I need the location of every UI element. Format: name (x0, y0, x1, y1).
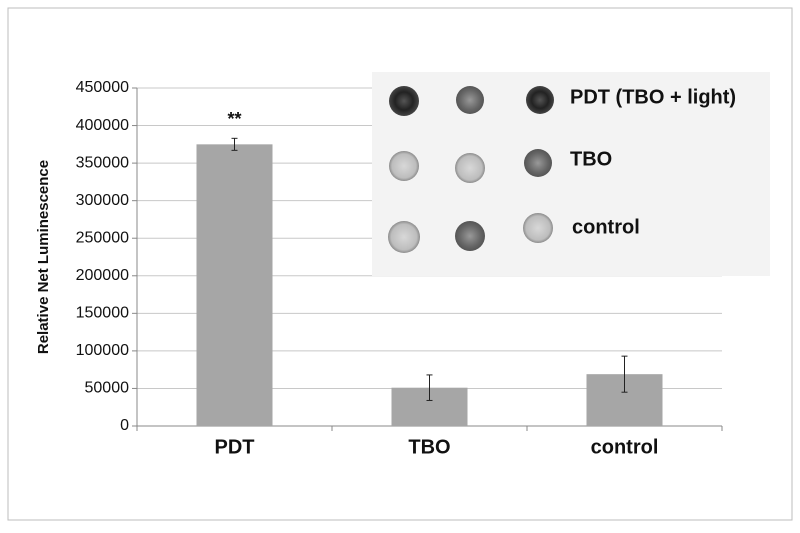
inset-background (372, 72, 770, 276)
error-bar (231, 137, 238, 151)
y-tick-label: 400000 (76, 117, 129, 134)
y-tick-label: 50000 (85, 380, 130, 397)
error-bar (426, 374, 433, 401)
annotation: ** (227, 109, 241, 129)
y-tick-label: 200000 (76, 267, 129, 284)
y-tick-label: 100000 (76, 342, 129, 359)
dot (388, 221, 420, 253)
inset-label: control (572, 216, 640, 238)
x-tick-label: PDT (215, 436, 255, 458)
y-axis-title: Relative Net Luminescence (35, 160, 52, 354)
y-tick-label: 0 (120, 417, 129, 434)
y-tick-label: 250000 (76, 229, 129, 246)
y-tick-label: 350000 (76, 154, 129, 171)
x-tick-label: control (591, 436, 659, 458)
dot (526, 86, 554, 114)
y-tick-label: 450000 (76, 79, 129, 96)
dot (523, 213, 553, 243)
bar (196, 144, 273, 427)
dot (455, 153, 485, 183)
inset-label: PDT (TBO + light) (570, 86, 736, 108)
dot (456, 86, 484, 114)
dot (455, 221, 485, 251)
y-tick-label: 150000 (76, 305, 129, 322)
inset-image: PDT (TBO + light) TBO control (372, 72, 770, 276)
dot (389, 86, 419, 116)
error-bar (621, 355, 628, 393)
inset-label: TBO (570, 148, 612, 170)
dot (524, 149, 552, 177)
dot (389, 151, 419, 181)
x-tick-label: TBO (408, 436, 450, 458)
y-tick-label: 300000 (76, 192, 129, 209)
